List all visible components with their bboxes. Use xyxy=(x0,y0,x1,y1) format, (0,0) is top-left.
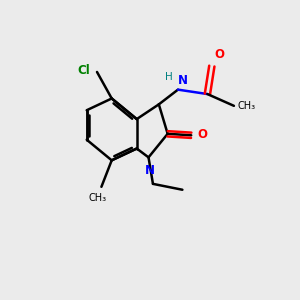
Text: O: O xyxy=(198,128,208,141)
Text: N: N xyxy=(177,74,188,87)
Text: H: H xyxy=(165,72,173,82)
Text: CH₃: CH₃ xyxy=(238,101,256,111)
Text: Cl: Cl xyxy=(78,64,91,77)
Text: CH₃: CH₃ xyxy=(89,193,107,203)
Text: O: O xyxy=(214,48,224,61)
Text: N: N xyxy=(145,164,155,177)
